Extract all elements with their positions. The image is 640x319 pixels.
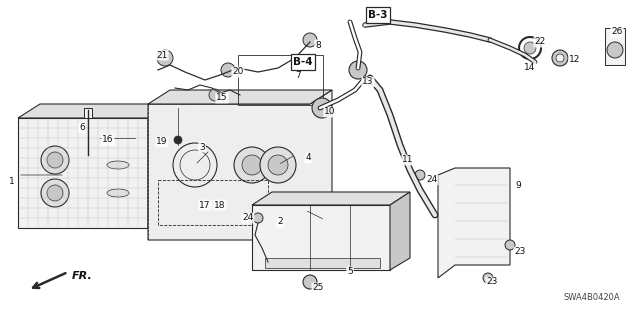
Text: 15: 15: [216, 93, 228, 102]
Text: 11: 11: [403, 155, 413, 165]
Text: 13: 13: [362, 78, 374, 86]
Text: 21: 21: [156, 50, 168, 60]
Circle shape: [41, 179, 69, 207]
Circle shape: [483, 273, 493, 283]
Circle shape: [303, 33, 317, 47]
Polygon shape: [148, 90, 332, 240]
Circle shape: [47, 152, 63, 168]
Circle shape: [253, 213, 263, 223]
Text: 1: 1: [9, 177, 15, 187]
Text: B-4: B-4: [293, 57, 313, 67]
Text: 7: 7: [295, 70, 301, 79]
Polygon shape: [252, 192, 410, 205]
Text: 25: 25: [312, 284, 324, 293]
Text: 3: 3: [199, 143, 205, 152]
Circle shape: [174, 136, 182, 144]
Text: 19: 19: [156, 137, 168, 146]
Text: FR.: FR.: [72, 271, 93, 281]
Polygon shape: [605, 28, 625, 65]
Text: 23: 23: [486, 278, 498, 286]
Circle shape: [47, 185, 63, 201]
Circle shape: [303, 275, 317, 289]
Text: 20: 20: [232, 68, 244, 77]
Text: 8: 8: [315, 41, 321, 49]
Text: 12: 12: [570, 56, 580, 64]
Ellipse shape: [107, 161, 129, 169]
Text: 18: 18: [214, 201, 226, 210]
Circle shape: [234, 147, 270, 183]
Text: 10: 10: [324, 108, 336, 116]
Text: 6: 6: [79, 123, 85, 132]
Text: 17: 17: [199, 201, 211, 210]
Text: 2: 2: [277, 218, 283, 226]
Circle shape: [41, 146, 69, 174]
Circle shape: [505, 240, 515, 250]
Text: 26: 26: [611, 27, 623, 36]
Polygon shape: [252, 205, 390, 270]
Text: 5: 5: [347, 268, 353, 277]
Circle shape: [260, 147, 296, 183]
Text: B-3: B-3: [368, 10, 388, 20]
Text: 4: 4: [305, 153, 311, 162]
Circle shape: [209, 89, 221, 101]
Circle shape: [415, 170, 425, 180]
Text: 9: 9: [515, 181, 521, 189]
Text: SWA4B0420A: SWA4B0420A: [563, 293, 620, 302]
Circle shape: [552, 50, 568, 66]
FancyBboxPatch shape: [84, 108, 92, 118]
Text: 23: 23: [515, 248, 525, 256]
Circle shape: [221, 63, 235, 77]
Polygon shape: [148, 104, 170, 228]
Ellipse shape: [107, 189, 129, 197]
Text: 24: 24: [243, 213, 253, 222]
Polygon shape: [18, 104, 170, 118]
Text: 16: 16: [102, 136, 114, 145]
Circle shape: [607, 42, 623, 58]
Circle shape: [524, 42, 536, 54]
Polygon shape: [438, 168, 510, 278]
FancyBboxPatch shape: [265, 258, 380, 268]
Text: 24: 24: [426, 175, 438, 184]
Polygon shape: [148, 90, 332, 104]
FancyBboxPatch shape: [18, 118, 148, 228]
Text: 22: 22: [534, 38, 546, 47]
Circle shape: [268, 155, 288, 175]
Circle shape: [242, 155, 262, 175]
Circle shape: [349, 61, 367, 79]
Text: 14: 14: [524, 63, 536, 72]
Circle shape: [157, 50, 173, 66]
Circle shape: [556, 54, 564, 62]
Circle shape: [312, 98, 332, 118]
Polygon shape: [390, 192, 410, 270]
